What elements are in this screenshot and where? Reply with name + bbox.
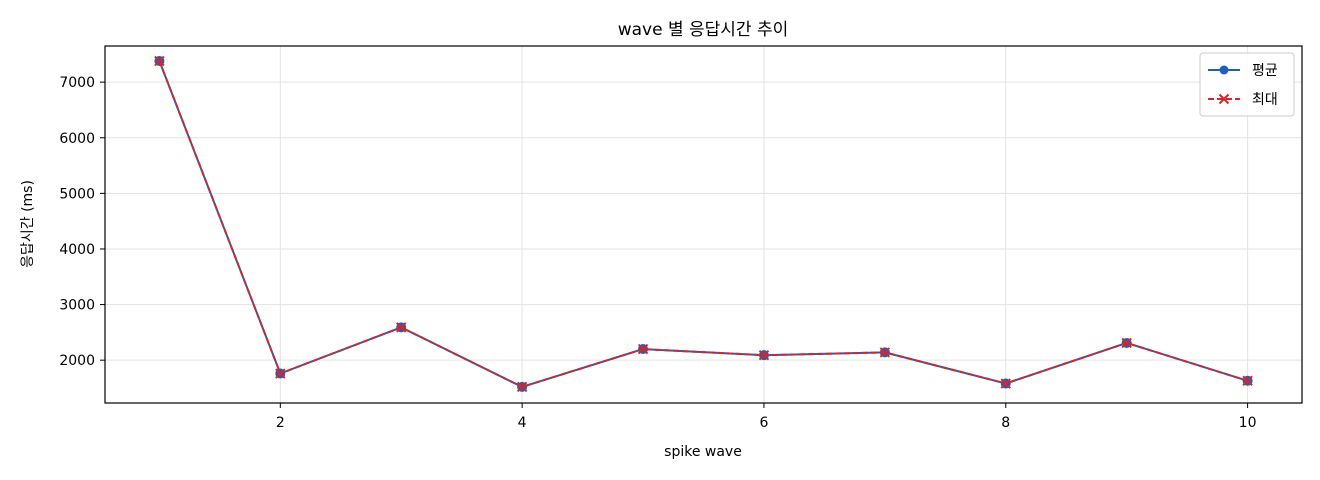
x-axis-label: spike wave: [664, 444, 742, 460]
x-tick-label: 8: [1001, 415, 1010, 431]
legend-marker-avg: [1219, 65, 1229, 75]
x-tick-label: 10: [1239, 415, 1257, 431]
y-axis-ticks: 2000 3000 4000 5000 6000 7000: [59, 75, 105, 369]
x-axis-ticks: 2 4 6 8 10: [276, 403, 1257, 431]
data-point: [637, 343, 649, 355]
legend-label-max: 최대: [1252, 92, 1278, 108]
data-point: [396, 322, 407, 333]
series-line-0: [158, 60, 1248, 388]
y-tick-label: 7000: [59, 75, 95, 91]
data-point: [154, 55, 165, 67]
x-tick-label: 2: [276, 415, 285, 431]
x-tick-label: 4: [518, 415, 527, 431]
chart-title: wave 별 응답시간 추이: [618, 20, 789, 40]
y-axis-label: 응답시간 (ms): [20, 180, 36, 268]
series-layer: [154, 55, 1253, 393]
y-tick-label: 3000: [59, 298, 95, 314]
legend: 평균 최대: [1199, 52, 1295, 117]
data-point: [758, 349, 770, 361]
data-point: [879, 347, 891, 358]
x-tick-label: 6: [759, 415, 768, 431]
series-line-1: [158, 60, 1248, 388]
y-tick-label: 2000: [59, 353, 95, 369]
data-point: [1242, 375, 1253, 386]
legend-box: [1199, 52, 1295, 117]
grid: [105, 46, 1302, 403]
data-point: [1121, 337, 1132, 349]
y-tick-label: 6000: [59, 131, 95, 147]
legend-marker-max: [1218, 93, 1230, 105]
y-tick-label: 5000: [59, 186, 95, 202]
data-point: [275, 368, 286, 379]
y-tick-label: 4000: [59, 242, 95, 258]
plot-frame: [104, 45, 1303, 404]
data-point: [516, 381, 528, 393]
legend-label-avg: 평균: [1252, 63, 1278, 79]
data-point: [1000, 378, 1011, 389]
